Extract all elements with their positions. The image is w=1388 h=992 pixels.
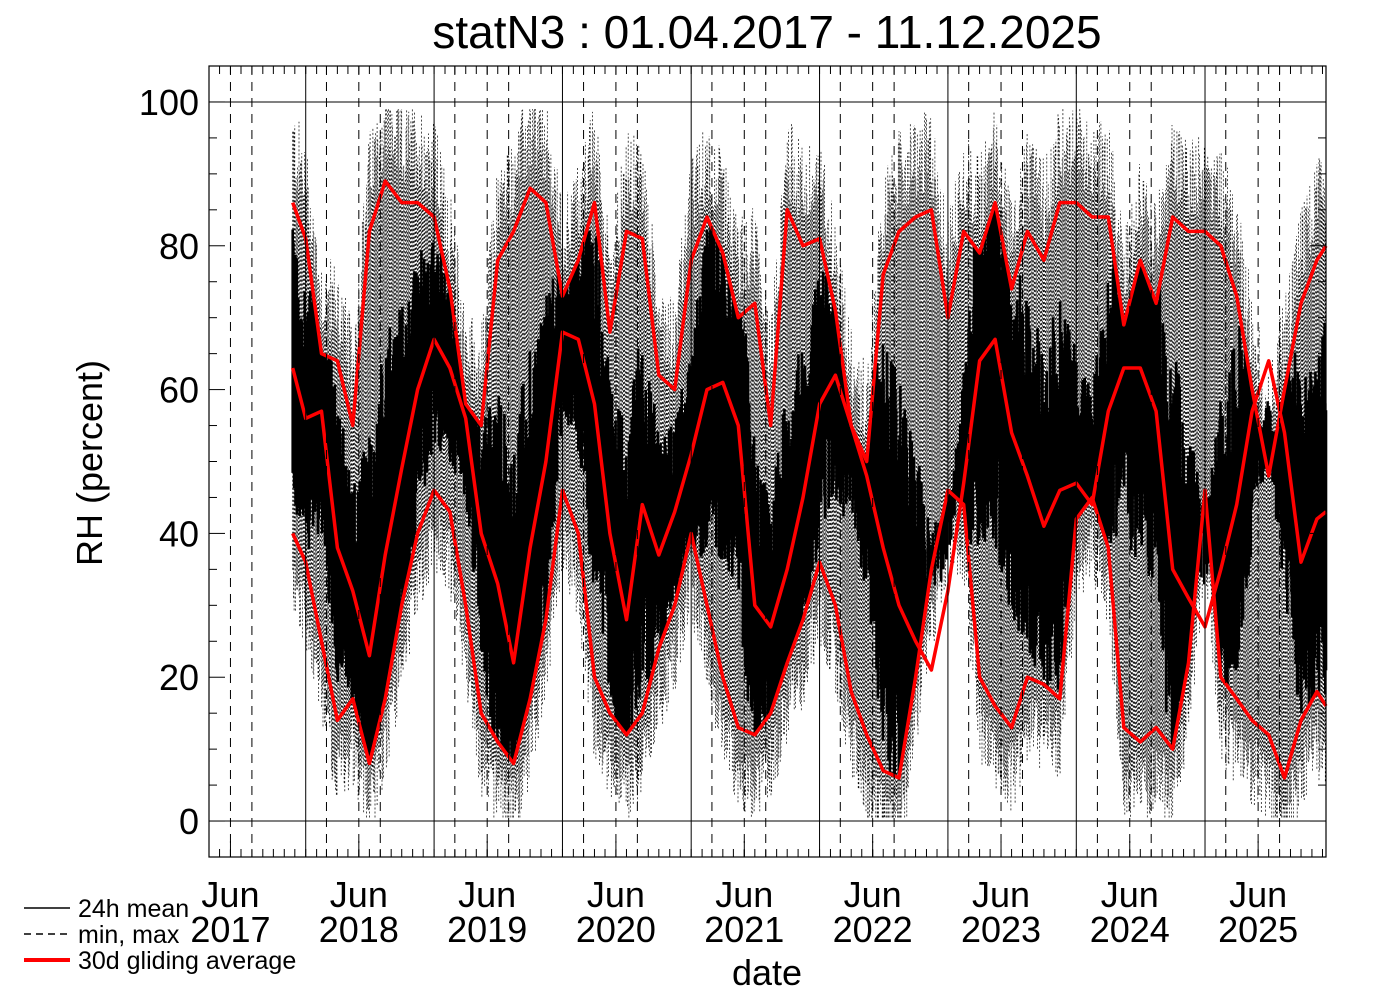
y-tick-label: 20 (159, 657, 199, 698)
y-tick-label: 60 (159, 370, 199, 411)
x-tick-label-month: Jun (844, 874, 902, 915)
y-tick-label: 100 (139, 82, 199, 123)
gliding-average-layer (291, 179, 1328, 780)
x-tick-label-year: 2017 (190, 909, 270, 950)
x-tick-label-month: Jun (1229, 874, 1287, 915)
legend-label: 24h mean (78, 895, 189, 923)
y-axis-label-group: RH (percent) (69, 360, 110, 566)
legend-label: min, max (78, 921, 180, 949)
x-tick-label-month: Jun (587, 874, 645, 915)
y-axis-label: RH (percent) (69, 360, 110, 566)
x-tick-label-year: 2025 (1218, 909, 1298, 950)
y-tick-label: 40 (159, 513, 199, 554)
gliding-average-line-2 (291, 179, 1328, 478)
y-tick-label: 80 (159, 226, 199, 267)
x-tick-label-month: Jun (201, 874, 259, 915)
x-tick-label-year: 2024 (1090, 909, 1170, 950)
x-tick-label-year: 2021 (704, 909, 784, 950)
x-tick-label-month: Jun (1101, 874, 1159, 915)
y-tick-label: 0 (179, 801, 199, 842)
x-tick-label-month: Jun (972, 874, 1030, 915)
gliding-average-line-1 (291, 330, 1328, 672)
x-tick-label-year: 2022 (833, 909, 913, 950)
x-tick-label-year: 2018 (319, 909, 399, 950)
x-axis-label: date (732, 952, 802, 992)
x-tick-label-year: 2020 (576, 909, 656, 950)
daily-mean-layer (291, 203, 1328, 778)
grid-layer (209, 66, 1326, 857)
x-tick-label-year: 2023 (961, 909, 1041, 950)
x-tick-label-month: Jun (458, 874, 516, 915)
x-tick-label-month: Jun (330, 874, 388, 915)
gliding-average-line-3 (291, 488, 1328, 780)
x-tick-label-month: Jun (715, 874, 773, 915)
axis-layer: 020406080100Jun2017Jun2018Jun2019Jun2020… (139, 65, 1327, 950)
legend-label: 30d gliding average (78, 947, 296, 975)
x-tick-label-year: 2019 (447, 909, 527, 950)
chart-title: statN3 : 01.04.2017 - 11.12.2025 (432, 6, 1101, 58)
